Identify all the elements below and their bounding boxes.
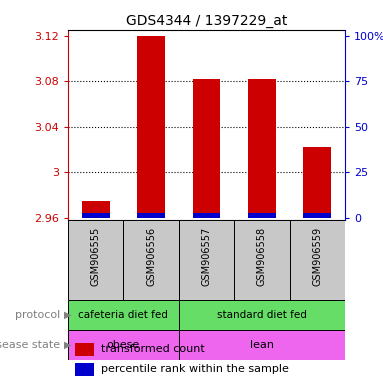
Bar	[290, 220, 345, 300]
Text: lean: lean	[250, 340, 274, 350]
Text: transformed count: transformed count	[101, 344, 205, 354]
Bar	[179, 330, 345, 360]
Title: GDS4344 / 1397229_at: GDS4344 / 1397229_at	[126, 13, 287, 28]
Bar	[193, 79, 220, 218]
Bar	[137, 213, 165, 218]
Text: ▶: ▶	[64, 310, 72, 320]
Text: GSM906558: GSM906558	[257, 227, 267, 286]
Bar	[248, 79, 276, 218]
Bar	[82, 201, 110, 218]
Text: GSM906556: GSM906556	[146, 227, 156, 286]
Text: obese: obese	[107, 340, 140, 350]
Text: protocol: protocol	[15, 310, 61, 320]
Bar	[68, 300, 179, 330]
Text: cafeteria diet fed: cafeteria diet fed	[79, 310, 169, 320]
Bar	[303, 213, 331, 218]
Bar	[179, 300, 345, 330]
Bar	[179, 220, 234, 300]
Bar	[303, 147, 331, 218]
Bar	[68, 330, 179, 360]
Bar	[75, 343, 94, 356]
Bar	[234, 220, 290, 300]
Bar	[193, 213, 220, 218]
Bar	[68, 220, 123, 300]
Bar	[137, 36, 165, 218]
Text: percentile rank within the sample: percentile rank within the sample	[101, 364, 290, 374]
Text: disease state: disease state	[0, 340, 61, 350]
Bar	[82, 213, 110, 218]
Text: ▶: ▶	[64, 340, 72, 350]
Text: GSM906559: GSM906559	[312, 227, 322, 286]
Text: GSM906557: GSM906557	[201, 227, 211, 286]
Text: standard diet fed: standard diet fed	[217, 310, 307, 320]
Text: GSM906555: GSM906555	[91, 227, 101, 286]
Bar	[75, 363, 94, 376]
Bar	[248, 213, 276, 218]
Bar	[123, 220, 179, 300]
